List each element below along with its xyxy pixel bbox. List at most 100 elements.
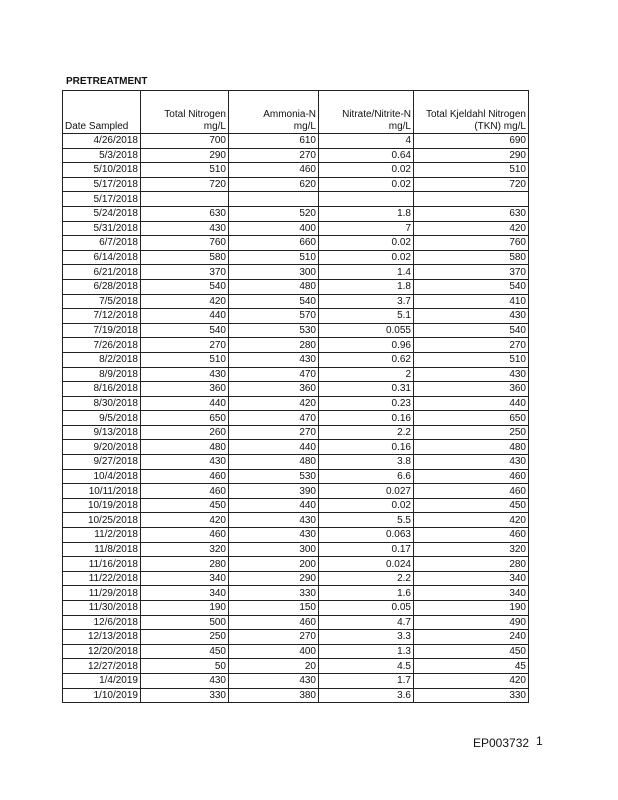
value-cell: 480 bbox=[228, 454, 319, 470]
header-line: Nitrate/Nitrite-N bbox=[342, 109, 411, 120]
date-cell: 5/17/2018 bbox=[62, 176, 141, 193]
value-cell: 440 bbox=[413, 395, 529, 412]
value-cell: 0.16 bbox=[318, 439, 414, 456]
value-cell: 0.17 bbox=[318, 541, 414, 558]
value-cell: 270 bbox=[413, 337, 529, 353]
value-cell bbox=[413, 191, 529, 207]
value-cell: 460 bbox=[228, 162, 319, 178]
value-cell: 0.64 bbox=[318, 147, 414, 164]
value-cell: 0.02 bbox=[318, 235, 414, 251]
value-cell: 480 bbox=[140, 439, 229, 456]
value-cell: 420 bbox=[413, 512, 529, 529]
value-cell: 420 bbox=[228, 395, 319, 412]
date-cell: 11/16/2018 bbox=[62, 556, 141, 572]
value-cell: 340 bbox=[413, 585, 529, 601]
value-cell: 420 bbox=[413, 220, 529, 237]
table-row: 9/20/2018 480 440 0.16 480 bbox=[62, 439, 529, 456]
table-row: 8/16/2018 360 360 0.31 360 bbox=[62, 381, 529, 397]
value-cell: 3.7 bbox=[318, 293, 414, 310]
value-cell: 430 bbox=[140, 366, 229, 383]
date-cell: 12/27/2018 bbox=[62, 658, 141, 674]
value-cell: 420 bbox=[140, 512, 229, 529]
value-cell: 480 bbox=[228, 278, 319, 295]
value-cell: 330 bbox=[228, 585, 319, 601]
value-cell: 430 bbox=[140, 220, 229, 237]
value-cell: 510 bbox=[140, 162, 229, 178]
value-cell: 1.7 bbox=[318, 672, 414, 689]
date-cell: 5/31/2018 bbox=[62, 220, 141, 237]
page-number: 1 bbox=[536, 734, 543, 748]
value-cell: 0.02 bbox=[318, 176, 414, 193]
value-cell: 540 bbox=[228, 293, 319, 310]
table-row: 10/4/2018 460 530 6.6 460 bbox=[62, 468, 529, 485]
value-cell: 410 bbox=[413, 293, 529, 310]
value-cell: 700 bbox=[140, 133, 229, 149]
table-row: 6/21/2018 370 300 1.4 370 bbox=[62, 264, 529, 280]
value-cell: 390 bbox=[228, 483, 319, 499]
table-row: 5/17/2018 bbox=[62, 191, 529, 207]
table-row: 5/3/2018 290 270 0.64 290 bbox=[62, 147, 529, 164]
value-cell: 460 bbox=[140, 527, 229, 543]
value-cell: 320 bbox=[413, 541, 529, 558]
date-cell: 10/25/2018 bbox=[62, 512, 141, 529]
value-cell: 0.02 bbox=[318, 497, 414, 514]
value-cell: 0.31 bbox=[318, 381, 414, 397]
value-cell: 0.024 bbox=[318, 556, 414, 572]
column-header: Nitrate/Nitrite-N mg/L bbox=[318, 90, 414, 134]
column-header: Ammonia-N mg/L bbox=[228, 90, 319, 134]
date-cell: 12/6/2018 bbox=[62, 614, 141, 631]
value-cell: 320 bbox=[140, 541, 229, 558]
value-cell: 45 bbox=[413, 658, 529, 674]
value-cell: 430 bbox=[228, 527, 319, 543]
table-row: 11/8/2018 320 300 0.17 320 bbox=[62, 541, 529, 558]
data-table: Date Sampled Total Nitrogen mg/L Ammonia-N m… bbox=[62, 90, 529, 704]
table-row: 10/19/2018 450 440 0.02 450 bbox=[62, 497, 529, 514]
value-cell: 510 bbox=[228, 249, 319, 266]
date-cell: 5/10/2018 bbox=[62, 162, 141, 178]
value-cell: 270 bbox=[228, 147, 319, 164]
value-cell: 5.5 bbox=[318, 512, 414, 529]
value-cell bbox=[140, 191, 229, 207]
value-cell: 190 bbox=[140, 600, 229, 616]
table-row: 12/20/2018 450 400 1.3 450 bbox=[62, 643, 529, 660]
header-line: Total Kjeldahl Nitrogen bbox=[425, 109, 526, 120]
value-cell: 20 bbox=[228, 658, 319, 674]
column-header: Total Nitrogen mg/L bbox=[140, 90, 229, 134]
table-row: 7/5/2018 420 540 3.7 410 bbox=[62, 293, 529, 310]
date-cell: 1/4/2019 bbox=[62, 672, 141, 689]
value-cell: 630 bbox=[413, 205, 529, 222]
date-cell: 7/12/2018 bbox=[62, 308, 141, 324]
value-cell: 760 bbox=[140, 235, 229, 251]
value-cell: 490 bbox=[413, 614, 529, 631]
value-cell: 2.2 bbox=[318, 570, 414, 587]
date-cell: 9/13/2018 bbox=[62, 424, 141, 441]
value-cell: 290 bbox=[413, 147, 529, 164]
date-cell: 1/10/2019 bbox=[62, 687, 141, 704]
value-cell: 540 bbox=[413, 278, 529, 295]
header-row: Date Sampled Total Nitrogen mg/L Ammonia-N m… bbox=[62, 90, 529, 134]
value-cell: 470 bbox=[228, 366, 319, 383]
date-cell: 10/19/2018 bbox=[62, 497, 141, 514]
value-cell: 7 bbox=[318, 220, 414, 237]
date-cell: 8/30/2018 bbox=[62, 395, 141, 412]
table-row: 6/14/2018 580 510 0.02 580 bbox=[62, 249, 529, 266]
date-cell: 9/27/2018 bbox=[62, 454, 141, 470]
bates-number: EP003732 bbox=[473, 736, 530, 750]
value-cell: 370 bbox=[140, 264, 229, 280]
column-header: Date Sampled bbox=[62, 90, 141, 134]
value-cell: 430 bbox=[413, 454, 529, 470]
value-cell: 460 bbox=[140, 483, 229, 499]
value-cell: 6.6 bbox=[318, 468, 414, 485]
header-line: Total Nitrogen bbox=[164, 109, 226, 120]
value-cell: 240 bbox=[413, 629, 529, 645]
value-cell: 460 bbox=[140, 468, 229, 485]
value-cell: 400 bbox=[228, 643, 319, 660]
value-cell: 430 bbox=[228, 351, 319, 368]
value-cell: 1.8 bbox=[318, 278, 414, 295]
column-header: Total Kjeldahl Nitrogen (TKN) mg/L bbox=[413, 90, 529, 134]
value-cell: 0.02 bbox=[318, 162, 414, 178]
value-cell: 500 bbox=[140, 614, 229, 631]
value-cell: 530 bbox=[228, 322, 319, 339]
table-row: 11/16/2018 280 200 0.024 280 bbox=[62, 556, 529, 572]
value-cell: 690 bbox=[413, 133, 529, 149]
